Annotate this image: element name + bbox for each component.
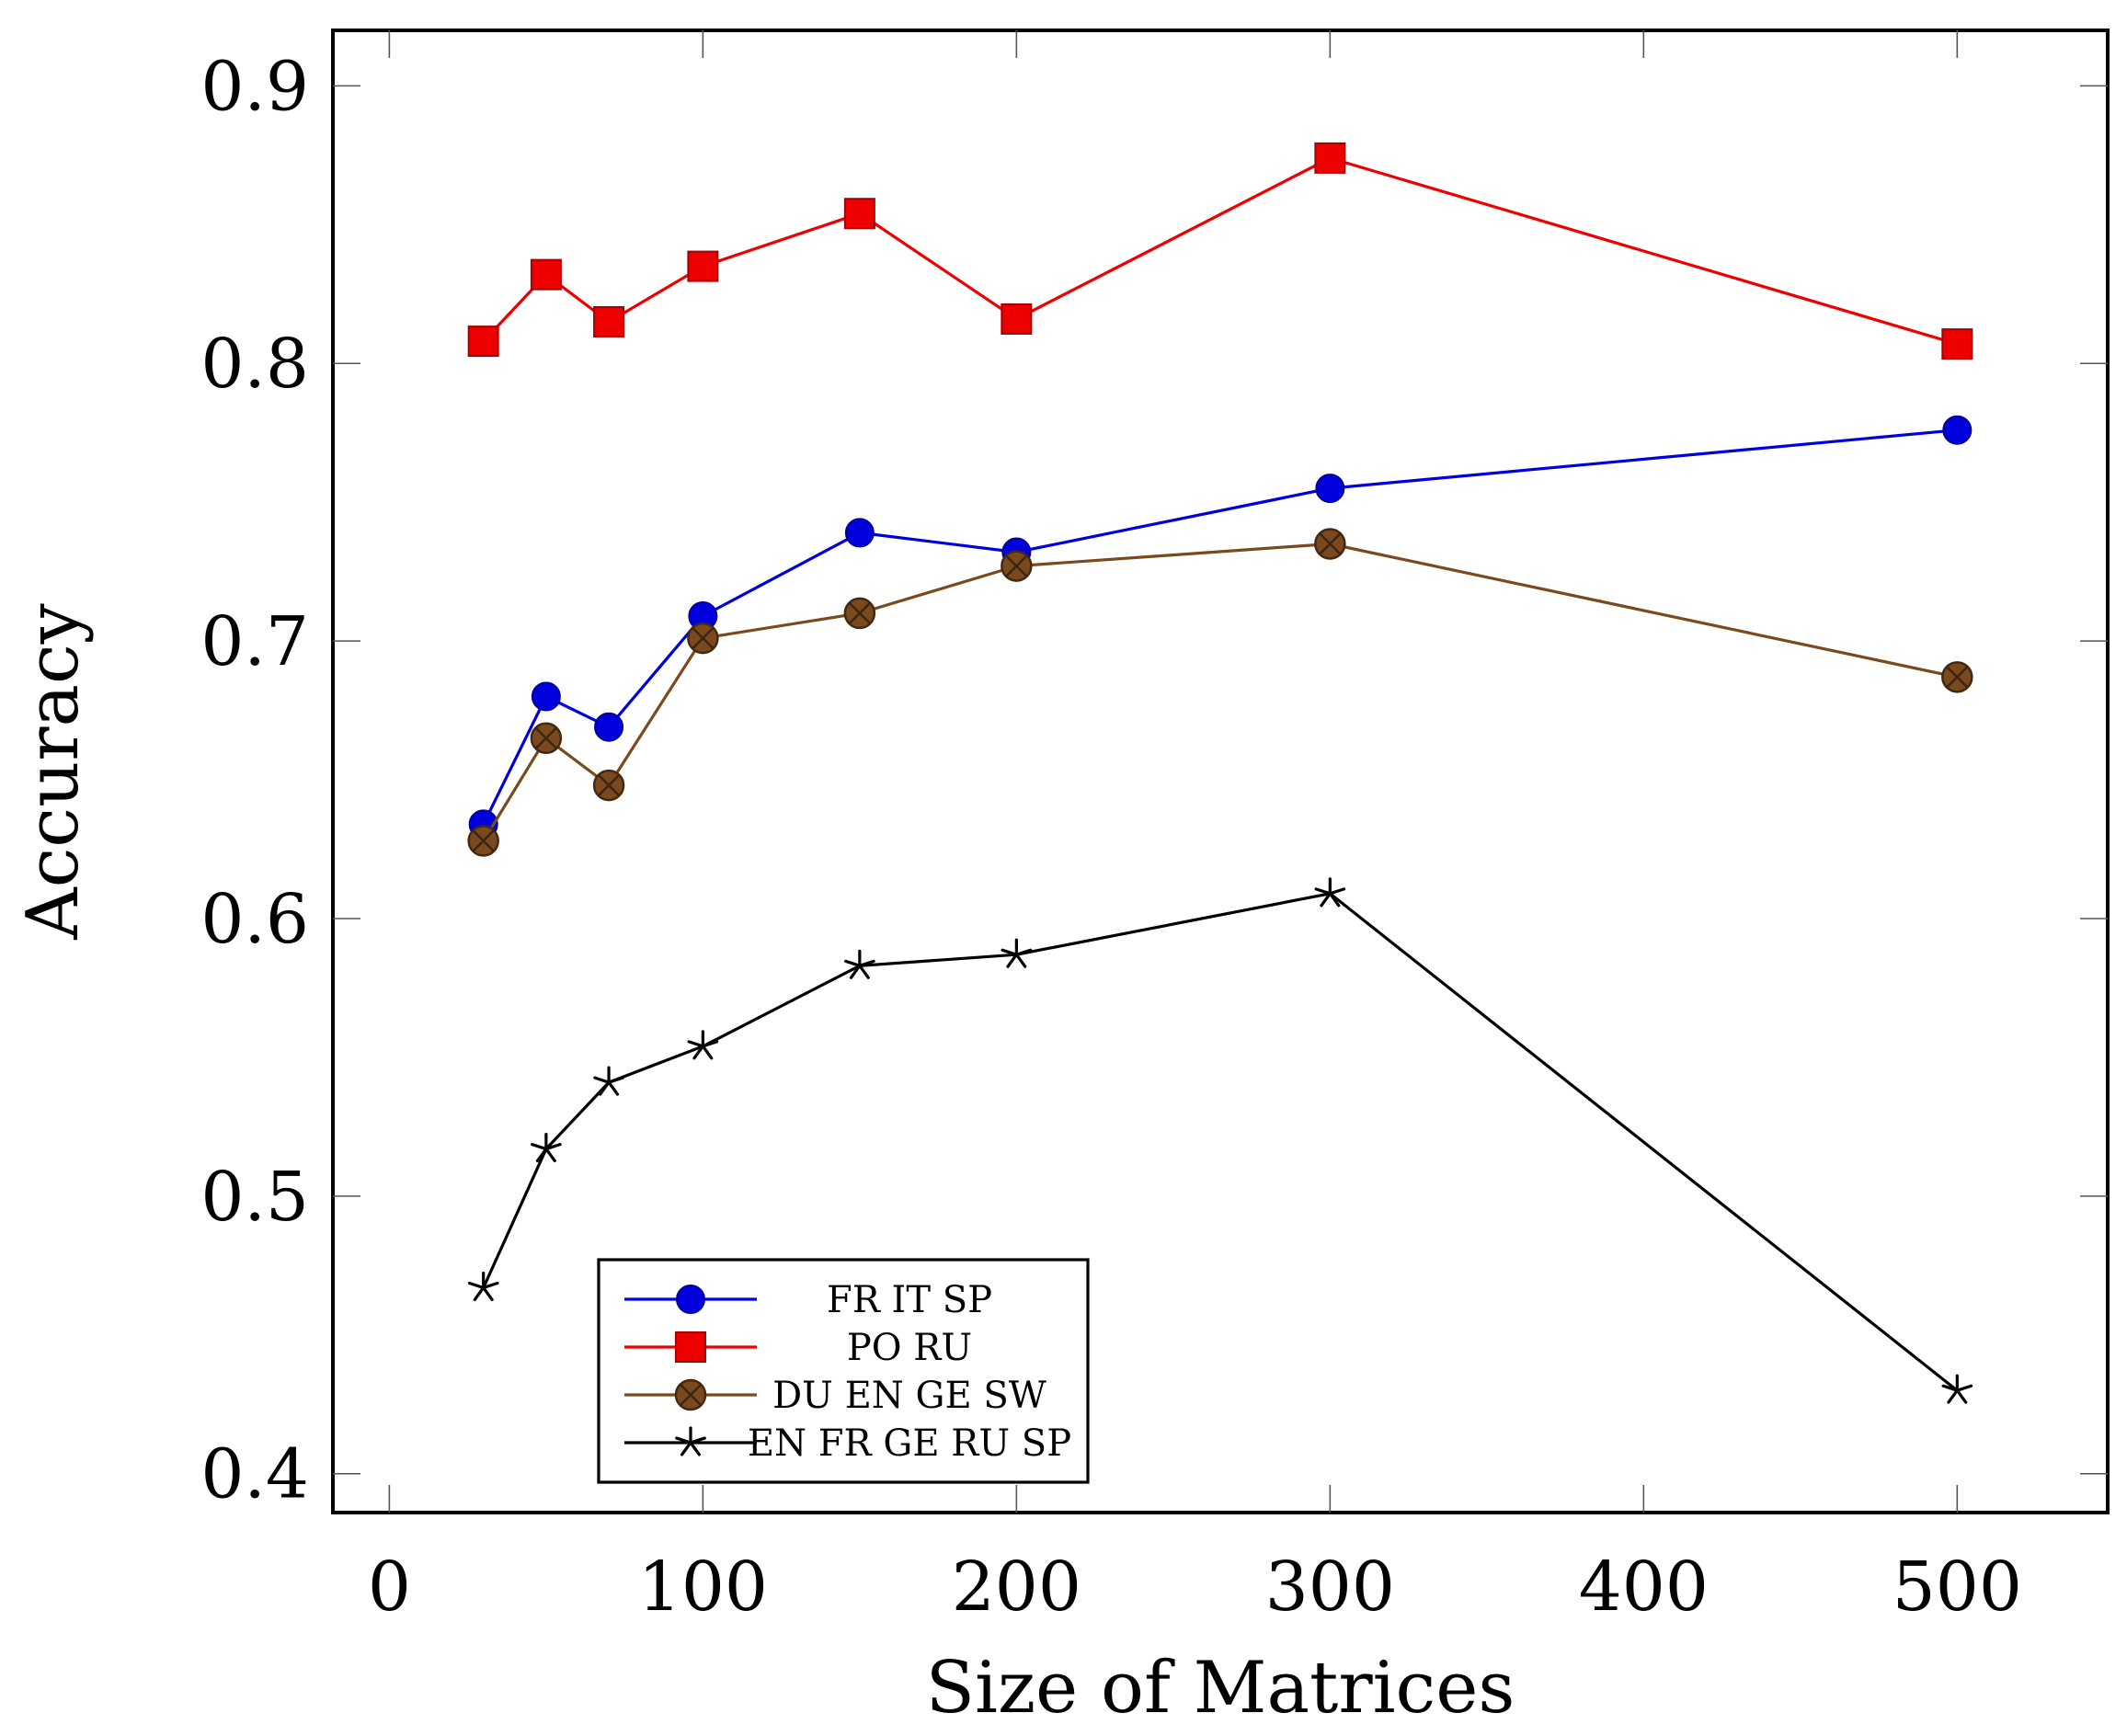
- data-point: [1314, 142, 1346, 174]
- data-point: [1941, 328, 1973, 360]
- data-point: [592, 769, 625, 802]
- y-tick-label: 0.8: [200, 325, 309, 404]
- y-tick-label: 0.6: [200, 880, 309, 959]
- data-point: [1001, 303, 1033, 335]
- legend-item: DU EN GE SW: [624, 1375, 1046, 1417]
- y-tick-label: 0.7: [200, 602, 309, 681]
- y-tick-label: 0.4: [200, 1435, 309, 1514]
- x-tick-label: 300: [1265, 1548, 1395, 1627]
- legend-marker: [675, 1331, 706, 1363]
- data-point: [467, 825, 499, 857]
- data-point: [687, 622, 719, 655]
- data-point: [531, 681, 561, 712]
- data-point: [1315, 474, 1345, 504]
- data-point: [530, 258, 562, 291]
- data-point: [1314, 877, 1346, 908]
- data-point: [843, 198, 875, 230]
- series-line: [482, 892, 1959, 1392]
- series-layer: [467, 142, 1973, 1404]
- data-point: [1942, 415, 1973, 445]
- series-1: [467, 142, 1973, 360]
- data-point: [843, 597, 876, 630]
- y-axis-title: Accuracy: [12, 603, 95, 940]
- data-point: [844, 518, 875, 548]
- legend-marker: [674, 1378, 707, 1411]
- x-axis-title: Size of Matrices: [926, 1647, 1515, 1730]
- legend-marker: [675, 1426, 706, 1456]
- data-point: [1314, 528, 1346, 560]
- data-point: [467, 1271, 499, 1302]
- data-point: [1001, 938, 1033, 968]
- x-tick-label: 100: [638, 1548, 768, 1627]
- legend-item: EN FR GE RU SP: [624, 1422, 1071, 1465]
- x-tick-label: 0: [368, 1548, 411, 1627]
- legend-label: FR IT SP: [827, 1279, 992, 1321]
- series-2: [467, 528, 1973, 857]
- data-point: [1941, 661, 1973, 693]
- data-point: [593, 305, 625, 337]
- x-tick-label: 500: [1893, 1548, 2022, 1627]
- legend-label: PO RU: [847, 1327, 972, 1369]
- x-tick-label: 400: [1579, 1548, 1709, 1627]
- y-tick-label: 0.5: [200, 1158, 309, 1237]
- legend-item: PO RU: [624, 1327, 972, 1369]
- data-point: [594, 712, 624, 742]
- y-tick-label: 0.9: [200, 47, 309, 126]
- data-point: [687, 250, 719, 282]
- legend-item: FR IT SP: [624, 1279, 992, 1321]
- data-point: [467, 326, 499, 358]
- data-point: [593, 1066, 624, 1096]
- legend: FR IT SP PO RU DU EN GE SW EN FR GE RU SP: [597, 1258, 1090, 1484]
- data-point: [844, 949, 875, 979]
- legend-marker: [676, 1285, 705, 1314]
- data-point: [687, 1030, 719, 1060]
- data-point: [531, 1132, 562, 1163]
- data-point: [530, 722, 563, 755]
- axis-ticks: 0 100 200 300 400 500 0.4 0.5 0.6 0.7 0.8 0.9: [200, 30, 2108, 1627]
- legend-label: EN FR GE RU SP: [748, 1422, 1071, 1465]
- data-point: [1001, 550, 1033, 582]
- x-tick-label: 200: [952, 1548, 1081, 1627]
- series-0: [468, 415, 1973, 839]
- data-point: [1941, 1374, 1973, 1404]
- legend-label: DU EN GE SW: [772, 1375, 1046, 1417]
- series-3: [467, 877, 1973, 1404]
